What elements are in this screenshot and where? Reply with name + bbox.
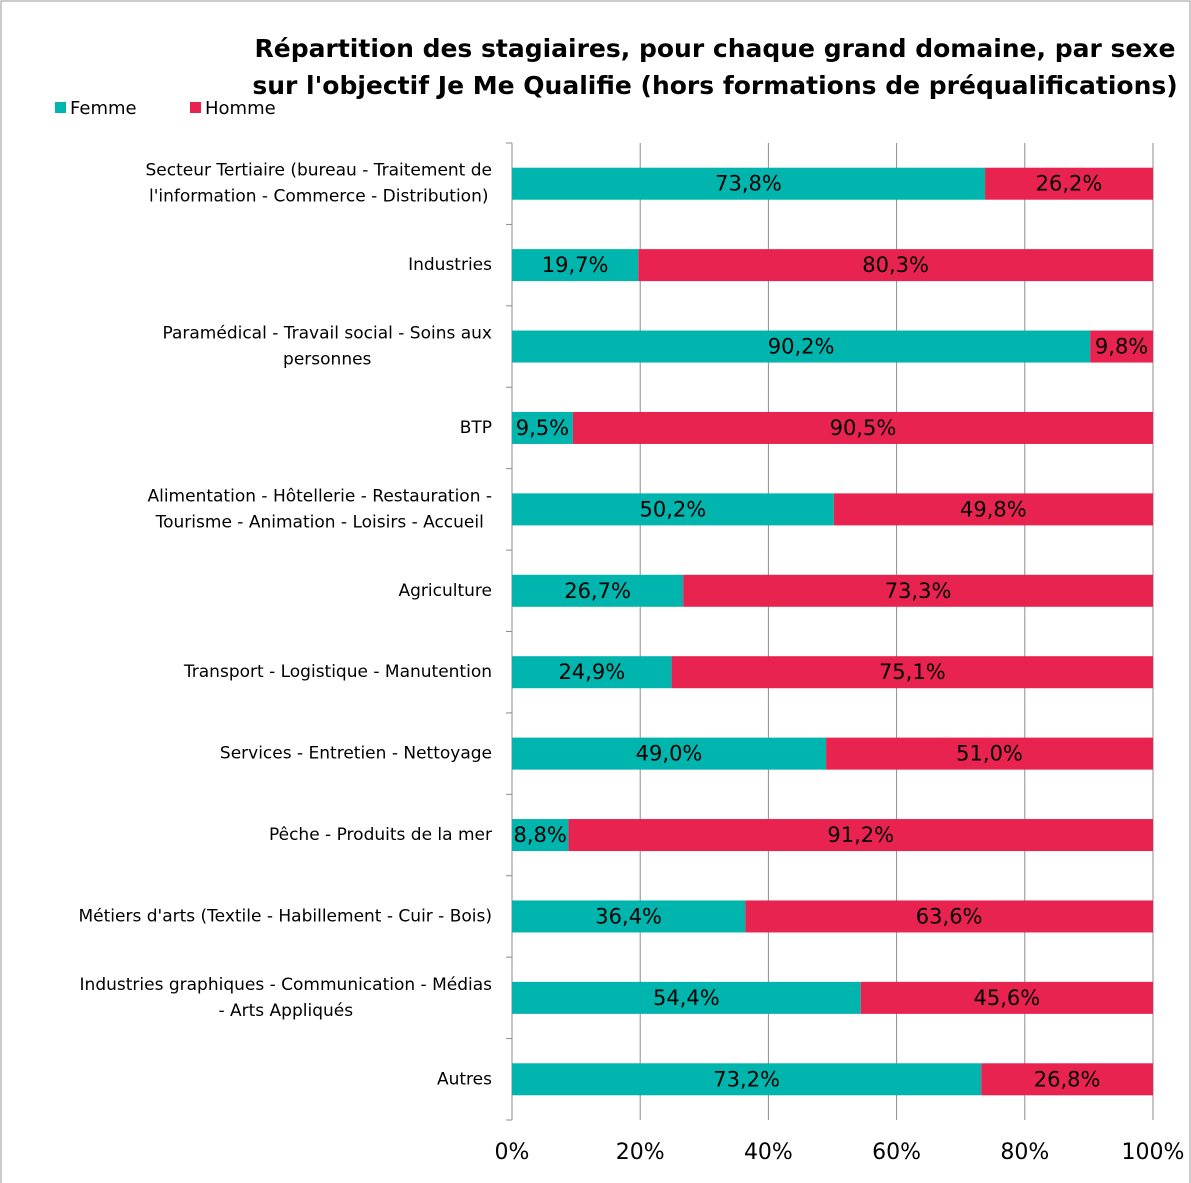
y-tick-label: Pêche - Produits de la mer xyxy=(269,825,492,845)
y-tick-label: Agriculture xyxy=(399,581,493,601)
y-tick-label: Alimentation - Hôtellerie - Restauration… xyxy=(147,486,492,506)
x-tick-label: 0% xyxy=(495,1140,530,1165)
y-tick-label: Tourisme - Animation - Loisirs - Accueil xyxy=(155,512,484,532)
y-tick-label: Industries xyxy=(408,255,492,275)
data-label: 90,5% xyxy=(830,416,897,440)
data-label: 8,8% xyxy=(514,823,567,847)
x-tick-label: 80% xyxy=(1000,1140,1049,1165)
bar xyxy=(1090,330,1153,363)
data-label: 24,9% xyxy=(558,660,625,684)
chart-title: Répartition des stagiaires, pour chaque … xyxy=(255,34,1176,63)
data-label: 26,8% xyxy=(1034,1067,1101,1091)
data-label: 73,8% xyxy=(715,172,782,196)
data-label: 49,8% xyxy=(960,497,1027,521)
y-tick-label: personnes xyxy=(283,350,372,370)
data-label: 90,2% xyxy=(768,335,835,359)
y-tick-label: Paramédical - Travail social - Soins aux xyxy=(162,324,492,344)
bar xyxy=(981,1063,1153,1096)
bar xyxy=(512,167,986,200)
y-tick-label: l'information - Commerce - Distribution) xyxy=(149,187,488,207)
bar xyxy=(833,493,1153,526)
data-label: 26,7% xyxy=(564,579,631,603)
bar xyxy=(512,900,746,933)
bar xyxy=(568,819,1153,852)
bar xyxy=(512,737,827,770)
bar xyxy=(512,493,834,526)
data-label: 91,2% xyxy=(827,823,894,847)
bar xyxy=(745,900,1153,933)
chart-title: sur l'objectif Je Me Qualifie (hors form… xyxy=(252,71,1177,100)
legend-swatch xyxy=(190,102,201,113)
bar xyxy=(512,656,672,689)
bar xyxy=(512,411,573,444)
data-label: 73,3% xyxy=(885,579,952,603)
data-label: 73,2% xyxy=(713,1067,780,1091)
bar xyxy=(671,656,1153,689)
legend-label: Femme xyxy=(70,98,137,119)
y-tick-label: Secteur Tertiaire (bureau - Traitement d… xyxy=(146,161,493,181)
bar xyxy=(512,819,569,852)
bar xyxy=(860,981,1153,1014)
y-tick-label: - Arts Appliqués xyxy=(218,1001,353,1021)
x-tick-label: 40% xyxy=(744,1140,793,1165)
y-tick-label: Industries graphiques - Communication - … xyxy=(80,975,493,995)
bar xyxy=(826,737,1153,770)
data-label: 9,8% xyxy=(1095,335,1148,359)
x-tick-label: 20% xyxy=(616,1140,665,1165)
y-tick-label: Métiers d'arts (Textile - Habillement - … xyxy=(79,906,492,926)
bar xyxy=(985,167,1153,200)
x-tick-label: 60% xyxy=(872,1140,921,1165)
y-tick-label: Transport - Logistique - Manutention xyxy=(183,662,492,682)
y-tick-label: Autres xyxy=(437,1069,492,1089)
bar xyxy=(512,249,639,282)
data-label: 80,3% xyxy=(862,253,929,277)
y-tick-label: BTP xyxy=(460,418,492,438)
bar xyxy=(638,249,1153,282)
bar xyxy=(512,330,1091,363)
legend-label: Homme xyxy=(205,98,276,119)
bar xyxy=(572,411,1153,444)
data-label: 26,2% xyxy=(1036,172,1103,196)
bar xyxy=(512,981,861,1014)
data-label: 19,7% xyxy=(542,253,609,277)
data-label: 49,0% xyxy=(636,742,703,766)
legend-swatch xyxy=(55,102,66,113)
data-label: 63,6% xyxy=(916,904,983,928)
bar xyxy=(512,1063,982,1096)
y-tick-label: Services - Entretien - Nettoyage xyxy=(220,744,492,764)
data-label: 45,6% xyxy=(973,986,1040,1010)
data-label: 50,2% xyxy=(640,497,707,521)
data-label: 75,1% xyxy=(879,660,946,684)
data-label: 9,5% xyxy=(516,416,569,440)
x-tick-label: 100% xyxy=(1122,1140,1185,1165)
bar xyxy=(683,574,1153,607)
bar xyxy=(512,574,684,607)
data-label: 54,4% xyxy=(653,986,720,1010)
data-label: 36,4% xyxy=(595,904,662,928)
data-label: 51,0% xyxy=(956,742,1023,766)
